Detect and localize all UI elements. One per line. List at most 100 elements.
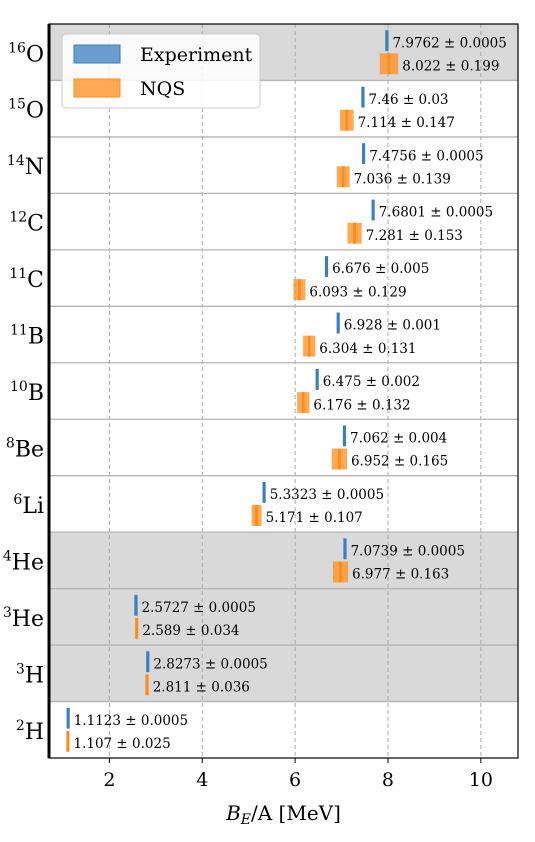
nuclide-mass: 8 [6,435,15,451]
x-tick-label: 4 [196,769,208,791]
legend: Experiment NQS [61,33,261,109]
experiment-bar [336,312,340,334]
row-shade [49,532,518,589]
nqs-value-label: 6.304 ± 0.131 [319,341,416,357]
nqs-value-label: 6.093 ± 0.129 [309,284,406,300]
legend-label-nqs: NQS [140,78,185,100]
nuclide-label: 2H [16,718,44,745]
nqs-value-label: 7.036 ± 0.139 [354,171,451,187]
nuclide-label: 12C [9,210,44,237]
nqs-value-label: 7.281 ± 0.153 [366,228,463,244]
experiment-bar [342,425,347,447]
nuclide-label: 3H [16,661,44,688]
x-tick-label: 10 [469,769,493,791]
nqs-bar [66,730,70,752]
experiment-value-label: 2.5727 ± 0.0005 [142,600,256,616]
nqs-bar [301,392,305,414]
x-tick-label: 8 [382,769,394,791]
experiment-value-label: 7.0739 ± 0.0005 [351,543,465,559]
x-axis-label-sub: E [240,812,251,828]
nqs-value-label: 2.589 ± 0.034 [142,623,239,639]
nqs-value-label: 5.171 ± 0.107 [266,510,363,526]
nuclide-mass: 3 [16,661,25,677]
x-axis-label-main: B [225,801,241,825]
experiment-bar [146,651,150,673]
nuclide-symbol: C [27,268,44,293]
experiment-bar [361,86,365,108]
nuclide-mass: 12 [9,210,27,226]
row-shade [49,645,518,702]
row-shade [49,588,518,646]
nuclide-symbol: O [26,42,44,67]
nqs-bar [145,674,149,696]
nuclide-mass: 2 [16,718,25,734]
row-backgrounds [49,24,518,702]
nuclide-symbol: C [27,212,44,237]
experiment-bar [315,368,319,390]
nuclide-mass: 3 [3,605,12,621]
experiment-bar [66,707,70,729]
experiment-value-label: 7.9762 ± 0.0005 [392,35,506,51]
legend-swatch-nqs [73,78,121,98]
nqs-value-label: 8.022 ± 0.199 [402,58,499,74]
nuclide-label: 10B [10,379,44,406]
experiment-value-label: 7.6801 ± 0.0005 [379,205,493,221]
nqs-bar [353,222,356,244]
nuclide-label: 14N [7,153,44,180]
experiment-bar [371,199,375,221]
experiment-value-label: 6.928 ± 0.001 [344,318,441,334]
nuclide-symbol: He [12,550,44,575]
nqs-value-label: 2.811 ± 0.036 [153,680,250,696]
nuclide-label: 6Li [13,492,44,519]
nuclide-label: 11C [9,266,44,293]
x-tick-label: 6 [289,769,301,791]
nuclide-mass: 10 [10,379,28,395]
grid-lines [108,24,482,758]
nuclide-symbol: B [28,381,44,406]
x-axis-ticks: 2 4 6 8 10 [103,758,493,791]
nuclide-symbol: Li [22,494,44,519]
experiment-value-label: 7.46 ± 0.03 [369,92,449,108]
experiment-value-label: 2.8273 ± 0.0005 [153,656,267,672]
nuclide-symbol: O [26,99,44,124]
experiment-bar [385,30,389,52]
nqs-value-label: 7.114 ± 0.147 [358,115,455,131]
experiment-value-label: 5.3323 ± 0.0005 [270,487,384,503]
nuclide-label: 4He [3,548,44,575]
data-marks [66,30,399,752]
experiment-bar [134,594,138,616]
nuclide-mass: 4 [3,548,12,564]
legend-label-experiment: Experiment [140,44,253,66]
experiment-bar [324,256,329,277]
nuclide-symbol: H [25,663,44,688]
experiment-value-label: 6.676 ± 0.005 [332,261,429,277]
nqs-bar [255,505,259,526]
value-labels: 7.9762 ± 0.0005 8.022 ± 0.199 7.46 ± 0.03 7… [73,35,506,752]
nqs-bar [339,561,342,583]
experiment-value-label: 6.475 ± 0.002 [323,374,420,390]
x-tick-label: 2 [103,769,115,791]
nuclide-symbol: N [25,155,44,180]
nuclide-mass: 11 [10,323,28,339]
nqs-bar [387,53,391,75]
nuclide-label: 15O [8,97,44,124]
nqs-bar [341,166,345,188]
nuclide-label: 16O [8,40,44,67]
experiment-value-label: 7.4756 ± 0.0005 [369,148,483,164]
experiment-bar [343,538,347,560]
nuclide-mass: 16 [8,40,26,56]
nuclide-label: 8Be [6,435,44,462]
legend-swatch-experiment [73,44,121,64]
nqs-value-label: 6.176 ± 0.132 [313,397,410,413]
nqs-bar [345,109,349,131]
nuclide-mass: 6 [13,492,22,508]
nuclide-mass: 15 [8,97,26,113]
experiment-value-label: 1.1123 ± 0.0005 [74,713,188,729]
nqs-value-label: 1.107 ± 0.025 [73,736,170,752]
nuclide-label: 11B [10,323,44,350]
nuclide-label: 3He [3,605,44,632]
nqs-bar [337,448,341,470]
experiment-value-label: 7.062 ± 0.004 [350,431,447,447]
